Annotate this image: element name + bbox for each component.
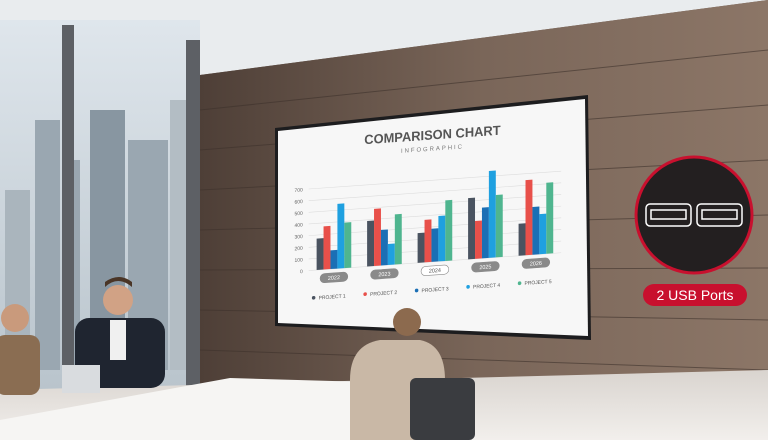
legend-label: PROJECT 4 [473, 283, 500, 291]
legend-marker [414, 288, 419, 293]
legend-label: PROJECT 1 [319, 293, 346, 301]
person-right [350, 308, 475, 440]
x-tick-label: 2022 [328, 275, 340, 282]
laptop [62, 365, 100, 393]
y-tick-label: 500 [295, 211, 303, 218]
bar [394, 213, 402, 265]
legend-label: PROJECT 3 [422, 286, 449, 294]
x-tick-label: 2023 [378, 271, 390, 278]
bar [495, 194, 503, 258]
x-label-pill [420, 264, 450, 276]
bar [387, 243, 395, 265]
usb-ports-label: 2 USB Ports [643, 284, 747, 306]
legend-marker [363, 292, 367, 296]
bar [532, 206, 540, 255]
y-tick-label: 400 [295, 222, 303, 229]
bar [546, 182, 554, 254]
bar [344, 222, 352, 269]
legend-marker [311, 295, 316, 300]
x-label-pill [319, 271, 349, 284]
bar [367, 220, 375, 267]
gridline [308, 182, 562, 201]
gridline [308, 205, 562, 225]
y-tick-label: 600 [295, 199, 303, 206]
window-mullion [186, 40, 200, 390]
y-tick-label: 200 [295, 246, 303, 253]
x-label-pill [521, 257, 551, 269]
bar [445, 199, 453, 261]
bar [481, 207, 489, 259]
legend-label: PROJECT 5 [525, 279, 552, 287]
x-tick-label: 2026 [530, 261, 542, 268]
bar [323, 225, 331, 270]
usb-callout [634, 155, 754, 275]
bar [431, 228, 439, 262]
chair [410, 378, 475, 440]
gridline [308, 194, 562, 213]
bar [424, 219, 432, 263]
bar [417, 232, 425, 263]
x-tick-label: 2024 [429, 268, 441, 275]
legend-marker [517, 281, 522, 286]
window-mullion [62, 25, 74, 385]
y-tick-label: 100 [295, 257, 303, 264]
legend-label: PROJECT 2 [370, 290, 397, 298]
bar [316, 238, 324, 271]
bar [330, 249, 338, 270]
bar [468, 197, 476, 260]
bar [374, 208, 381, 266]
comparison-chart: COMPARISON CHART INFOGRAPHIC 01002003004… [295, 122, 562, 302]
y-tick-label: 0 [300, 269, 303, 275]
person-left [0, 304, 40, 395]
chart-subtitle: INFOGRAPHIC [401, 144, 464, 155]
bar [475, 220, 482, 259]
bar [337, 203, 345, 269]
bar [488, 170, 496, 258]
gridline [308, 170, 562, 190]
x-tick-label: 2025 [479, 264, 491, 271]
bar [438, 215, 446, 262]
display-screen [278, 99, 588, 336]
x-label-pill [471, 261, 500, 273]
legend-marker [466, 285, 470, 289]
usb-ports-icon [645, 203, 743, 227]
x-label-pill [370, 268, 399, 280]
bar [539, 213, 547, 255]
bar [380, 229, 388, 266]
bar [525, 179, 533, 256]
bar [518, 223, 526, 256]
y-tick-label: 700 [295, 187, 303, 194]
y-tick-label: 300 [295, 234, 303, 241]
